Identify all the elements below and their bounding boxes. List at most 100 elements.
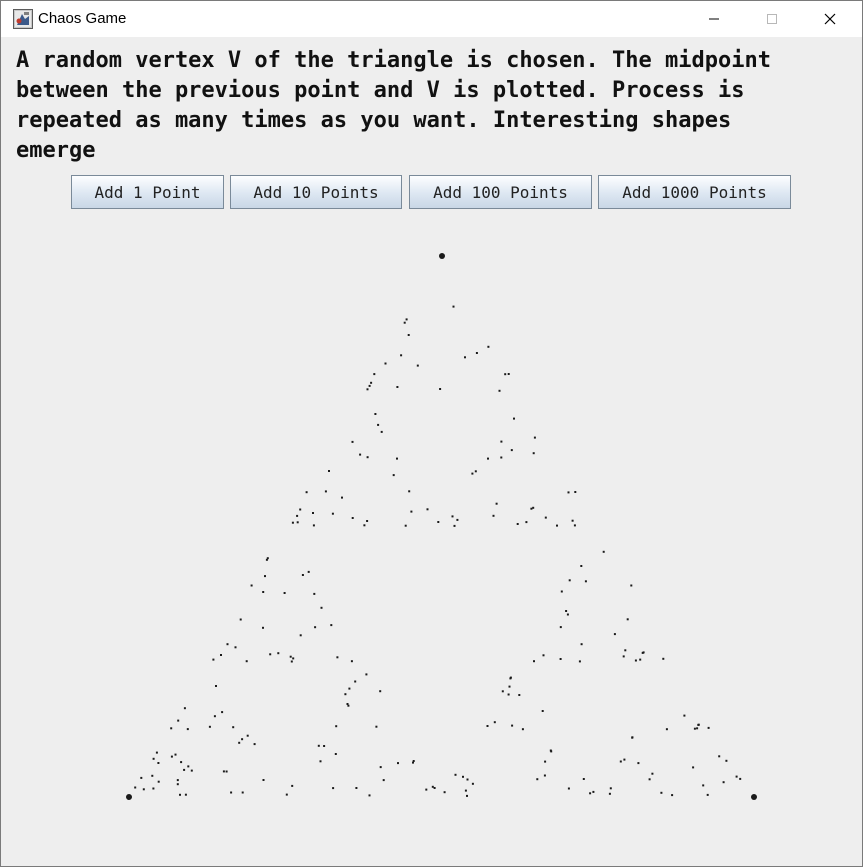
plotted-point (317, 744, 320, 747)
plotted-point (354, 680, 357, 683)
plotted-point (289, 655, 292, 658)
plotted-point (507, 693, 510, 696)
plotted-point (408, 490, 411, 493)
plotted-point (566, 613, 569, 616)
plotted-point (331, 512, 334, 515)
plotted-point (580, 643, 583, 646)
plotted-point (602, 550, 605, 553)
plotted-point (375, 725, 378, 728)
add-100-points-button[interactable]: Add 100 Points (409, 175, 592, 209)
plotted-point (346, 703, 349, 705)
plotted-point (622, 655, 625, 658)
plotted-point (301, 574, 304, 576)
plotted-point (508, 685, 511, 688)
plotted-point (426, 508, 429, 511)
plotted-point (516, 523, 519, 525)
plotted-point (142, 788, 145, 791)
plotted-point (462, 775, 464, 778)
plotted-point (341, 496, 343, 499)
plotted-point (365, 673, 368, 676)
plotted-point (351, 517, 354, 519)
plotted-point (544, 760, 547, 763)
plotted-point (220, 654, 222, 656)
vertex-point (751, 794, 757, 800)
plotted-point (239, 618, 242, 621)
plotted-point (543, 774, 546, 777)
plotted-point (619, 760, 622, 763)
plotted-point (152, 757, 155, 760)
plotted-point (370, 381, 373, 384)
plotted-point (151, 774, 154, 777)
plotted-point (265, 558, 268, 561)
plotted-point (568, 579, 571, 582)
title-bar[interactable]: Chaos Game (1, 1, 862, 37)
plotted-point (264, 575, 266, 578)
plotted-point (475, 352, 478, 354)
plotted-point (225, 770, 228, 773)
plotted-point (559, 626, 562, 629)
plotted-point (693, 727, 696, 730)
plotted-point (319, 760, 322, 763)
plotted-point (351, 440, 354, 443)
plotted-point (544, 516, 547, 519)
plotted-point (665, 728, 668, 731)
plotted-point (155, 751, 158, 754)
plotted-point (431, 785, 434, 788)
plotted-point (626, 618, 629, 621)
plotted-point (396, 457, 398, 460)
plotted-point (232, 726, 235, 729)
plotted-point (454, 773, 457, 776)
plotted-point (567, 787, 570, 790)
plotted-point (208, 725, 211, 728)
add-10-points-button[interactable]: Add 10 Points (230, 175, 402, 209)
description-line: repeated as many times as you want. Inte… (16, 108, 732, 133)
plotted-point (407, 334, 410, 336)
plotted-point (174, 753, 177, 756)
add-1-point-button[interactable]: Add 1 Point (71, 175, 224, 209)
plotted-point (404, 524, 407, 527)
plotted-point (571, 519, 574, 522)
plotted-point (366, 456, 369, 459)
chaos-game-canvas[interactable] (1, 211, 862, 866)
plotted-point (466, 778, 469, 781)
plotted-point (335, 725, 338, 728)
add-1000-points-button[interactable]: Add 1000 Points (598, 175, 791, 209)
plotted-point (722, 781, 725, 784)
plotted-point (296, 521, 299, 524)
close-button[interactable] (801, 1, 859, 37)
content-panel: A random vertex V of the triangle is cho… (1, 37, 862, 866)
plotted-point (241, 738, 244, 741)
plotted-point (630, 584, 633, 587)
plotted-point (384, 362, 387, 365)
plotted-point (739, 777, 742, 780)
plotted-point (215, 685, 217, 687)
plotted-point (405, 318, 408, 321)
plotted-point (696, 727, 699, 730)
plotted-point (631, 736, 634, 739)
plotted-point (456, 518, 459, 521)
plotted-point (277, 652, 280, 655)
plotted-point (532, 506, 535, 509)
plotted-point (530, 507, 533, 510)
plotted-point (170, 727, 173, 730)
plotted-point (190, 769, 193, 772)
plotted-point (377, 423, 380, 426)
plotted-point (379, 690, 382, 693)
plotted-point (592, 790, 595, 793)
maximize-button[interactable] (743, 1, 801, 37)
plotted-point (359, 453, 362, 456)
plotted-point (290, 660, 293, 663)
plotted-point (187, 765, 190, 768)
plotted-point (660, 791, 663, 794)
plotted-point (183, 768, 186, 771)
plotted-point (452, 305, 455, 308)
plotted-point (212, 658, 215, 661)
plotted-point (140, 776, 143, 779)
minimize-button[interactable] (685, 1, 743, 37)
plotted-point (241, 791, 244, 794)
plotted-point (651, 772, 654, 775)
plotted-point (556, 524, 558, 527)
plotted-point (366, 520, 369, 522)
plotted-point (320, 606, 323, 609)
plotted-point (363, 524, 366, 527)
